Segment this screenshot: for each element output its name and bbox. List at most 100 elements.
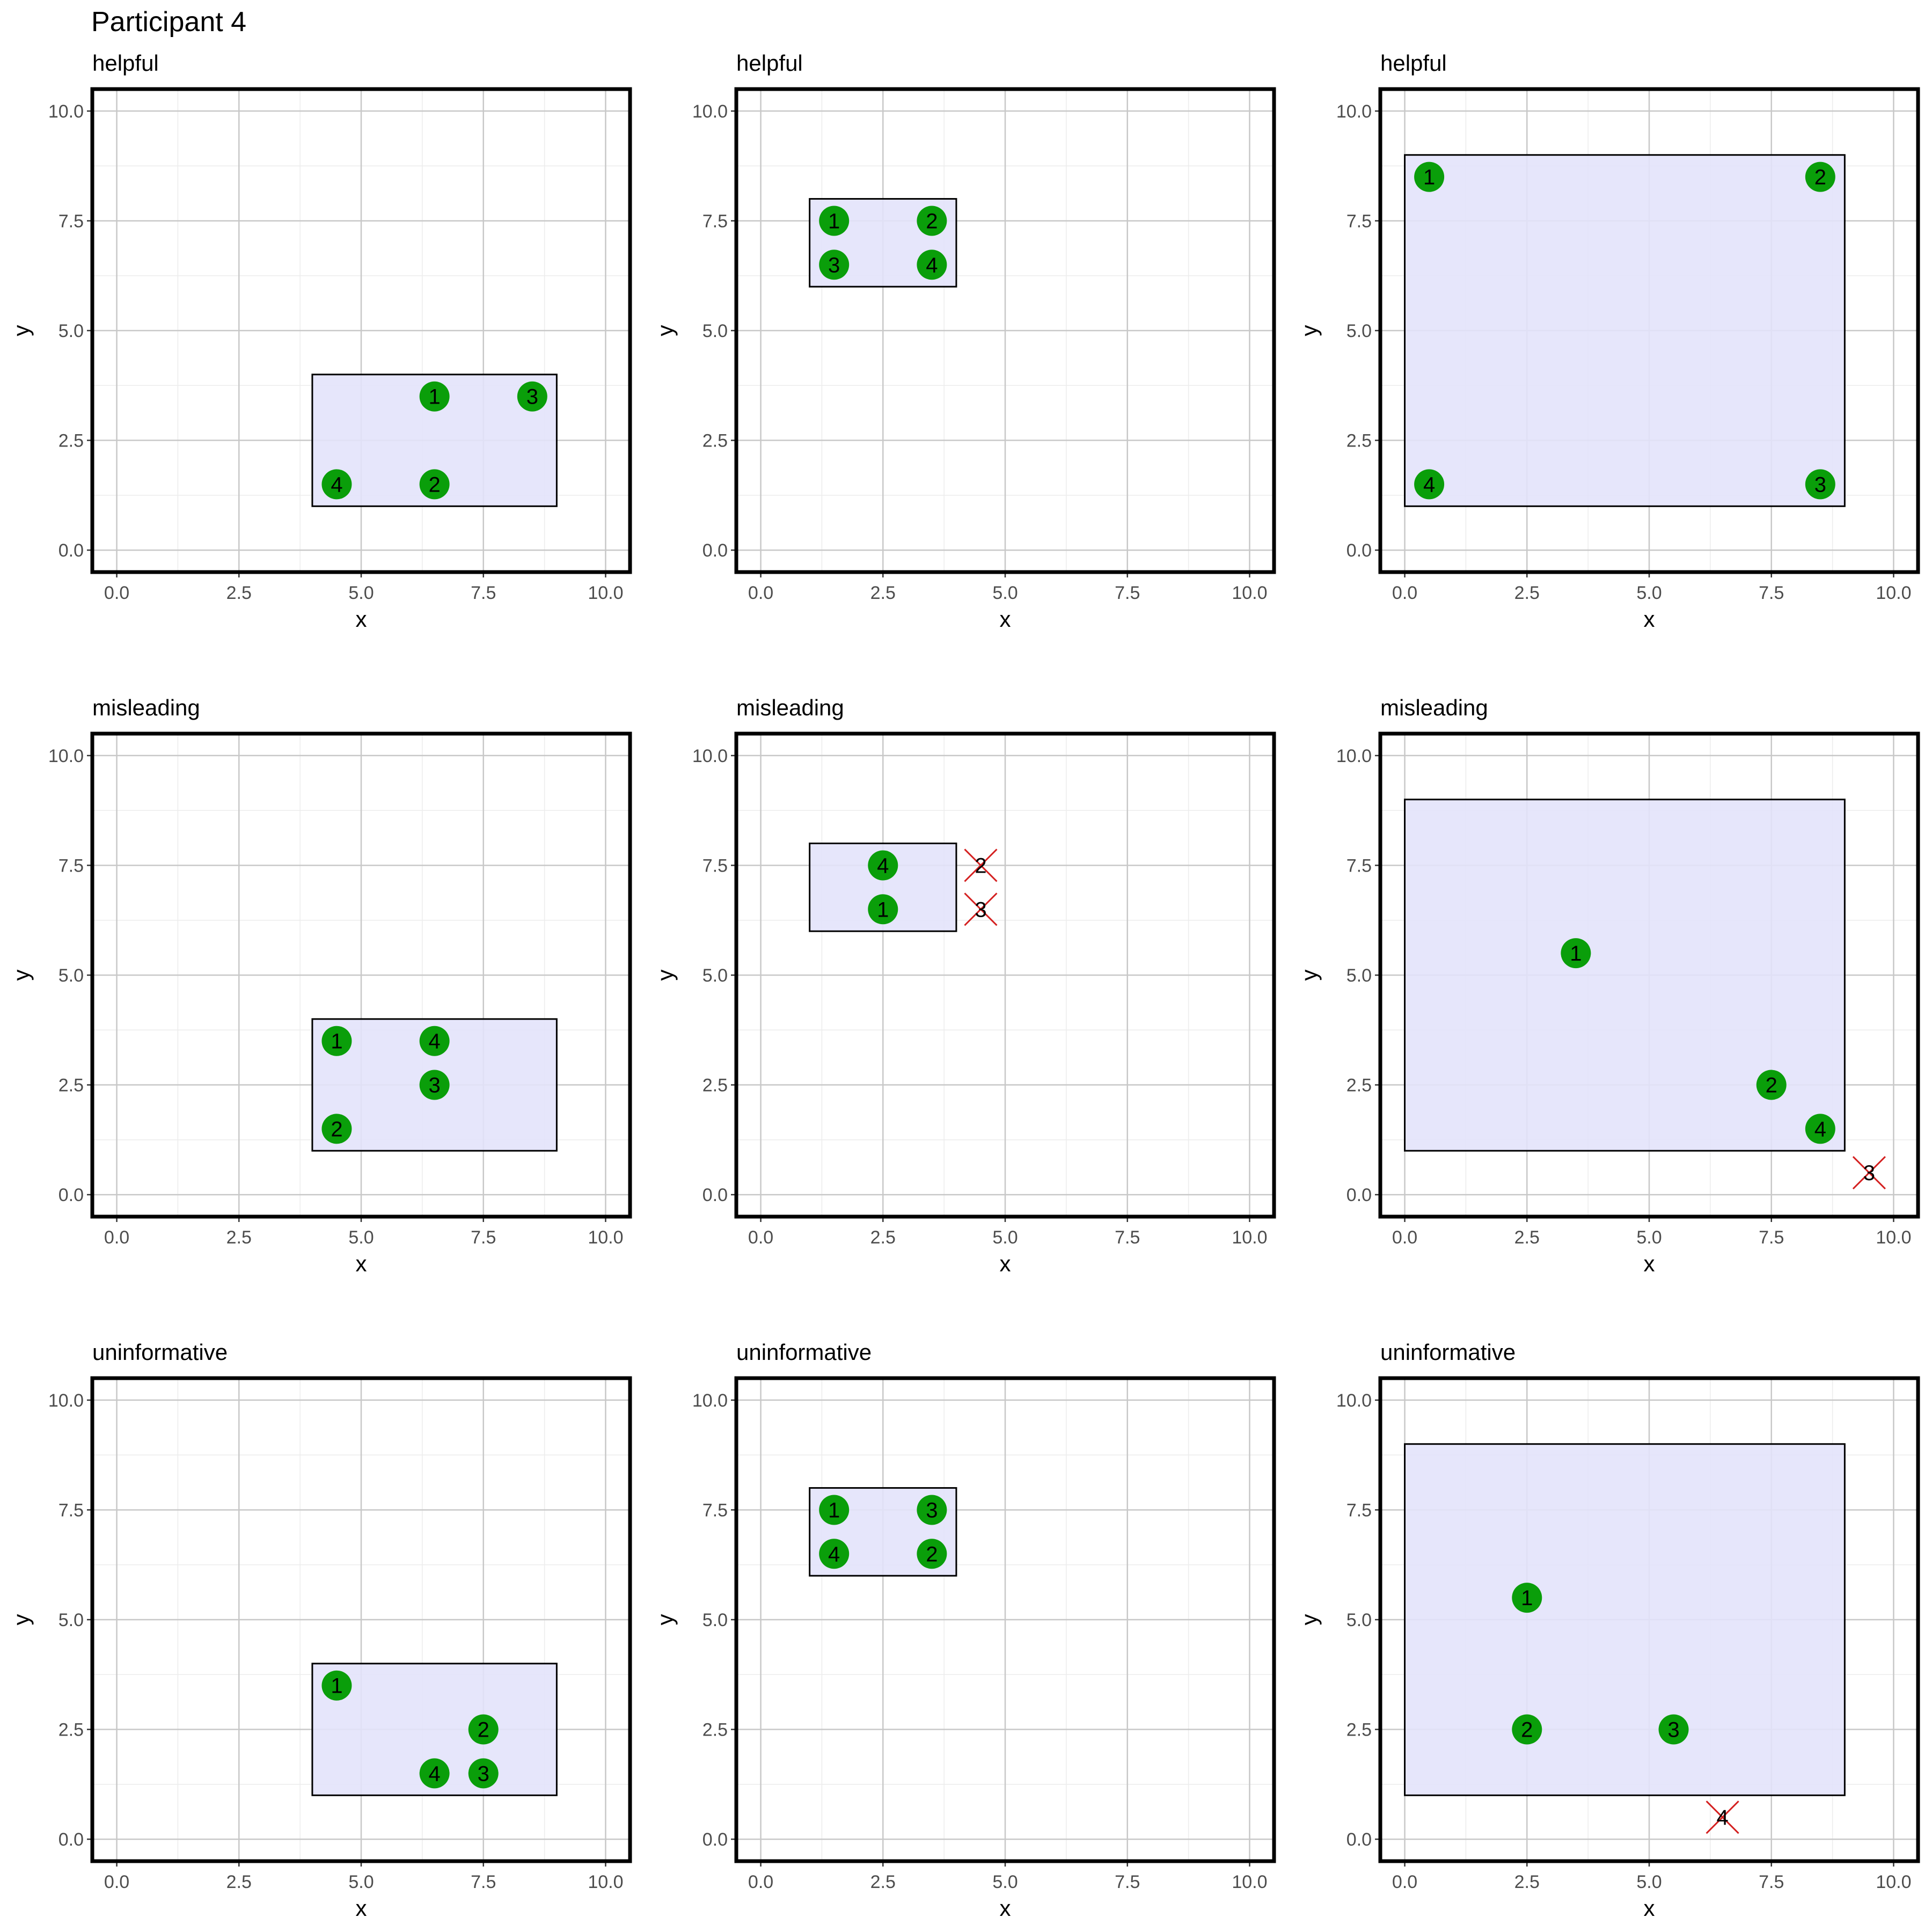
y-tick-label: 7.5 [58,211,84,231]
y-axis-label: y [1297,970,1322,981]
y-axis-label: y [9,1614,34,1626]
x-tick-label: 10.0 [1232,1872,1267,1892]
point-2: 2 [1805,162,1835,192]
point-cross-mark [1852,1156,1886,1190]
x-tick-label: 2.5 [226,1872,252,1892]
y-tick-label: 5.0 [702,1610,728,1630]
x-axis-label: x [1644,1896,1655,1921]
point-marker [419,469,450,500]
y-tick-label: 10.0 [1336,746,1372,766]
point-marker [517,381,547,412]
point-marker [1805,1114,1835,1144]
point-3: 3 [964,892,998,926]
x-tick-label: 2.5 [870,1872,896,1892]
x-tick-label: 7.5 [1115,1872,1140,1892]
point-2: 2 [419,469,450,500]
y-tick-label: 7.5 [58,855,84,876]
point-marker [819,250,850,280]
y-tick-label: 10.0 [1336,101,1372,122]
y-tick-label: 10.0 [692,101,728,122]
y-tick-label: 10.0 [692,746,728,766]
point-marker [917,250,947,280]
y-tick-label: 2.5 [702,431,728,451]
point-label: 3 [926,1498,938,1522]
point-1: 1 [419,381,450,412]
point-label: 1 [1423,166,1435,189]
y-tick-label: 0.0 [702,540,728,561]
y-tick-label: 7.5 [1346,211,1372,231]
y-axis-label: y [9,970,34,981]
point-2: 2 [1756,1070,1787,1100]
point-1: 1 [819,1495,850,1525]
point-marker [321,1114,352,1144]
x-tick-label: 10.0 [1232,1227,1267,1248]
y-tick-label: 5.0 [702,321,728,341]
point-marker [321,469,352,500]
point-marker [917,206,947,236]
panel-frame [734,731,1276,1219]
x-tick-label: 5.0 [1636,1227,1662,1248]
point-marker [419,1758,450,1789]
point-label: 2 [331,1117,342,1141]
point-4: 4 [321,469,352,500]
panel-5: 0.0 2.5 5.0 7.5 10.0 0.0 2.5 5.0 7.5 10.0 1 2 3 4 misl… [653,695,1276,1276]
y-tick-label: 7.5 [702,855,728,876]
y-axis-label: y [1297,325,1322,336]
y-tick-label: 5.0 [1346,965,1372,986]
x-tick-label: 5.0 [1636,583,1662,603]
point-1: 1 [1512,1583,1542,1613]
point-label: 2 [478,1718,489,1742]
x-tick-label: 7.5 [471,1872,496,1892]
point-label: 2 [1521,1718,1533,1742]
point-marker [819,1539,850,1569]
panel-grid: 0.0 2.5 5.0 7.5 10.00.02.55.07.510.01234help… [9,50,1920,1921]
x-tick-label: 0.0 [1392,583,1417,603]
point-marker [1414,162,1445,192]
y-tick-label: 2.5 [58,1720,84,1740]
x-tick-label: 7.5 [1759,583,1784,603]
x-tick-label: 10.0 [1876,1227,1911,1248]
point-4: 4 [1805,1114,1835,1144]
x-tick-label: 2.5 [1514,1872,1540,1892]
y-tick-label: 0.0 [1346,1185,1372,1205]
y-tick-label: 5.0 [58,321,84,341]
x-tick-label: 5.0 [348,1872,374,1892]
point-marker [819,1495,850,1525]
point-label: 4 [1717,1806,1729,1829]
y-tick-label: 0.0 [1346,540,1372,561]
y-tick-label: 2.5 [58,1075,84,1096]
x-axis-label: x [1000,606,1011,632]
point-3: 3 [1805,469,1835,500]
point-marker [1512,1714,1542,1745]
point-4: 4 [419,1758,450,1789]
point-1: 1 [1561,938,1591,969]
point-label: 3 [429,1074,441,1097]
panel-title: helpful [1380,50,1447,76]
point-2: 2 [321,1114,352,1144]
point-marker [321,1026,352,1056]
point-1: 1 [819,206,850,236]
point-label: 2 [429,473,441,496]
y-tick-label: 2.5 [58,431,84,451]
point-4: 4 [868,850,898,881]
point-label: 4 [1814,1117,1826,1141]
point-marker [1561,938,1591,969]
y-tick-label: 5.0 [702,965,728,986]
point-label: 4 [429,1762,441,1785]
point-label: 4 [926,253,938,277]
point-label: 1 [331,1674,342,1698]
x-axis-label: x [1644,606,1655,632]
x-tick-label: 10.0 [588,1872,623,1892]
panel-title: helpful [92,50,159,76]
y-tick-label: 5.0 [1346,321,1372,341]
panel-title: uninformative [92,1340,228,1365]
y-tick-label: 0.0 [58,1829,84,1850]
point-2: 2 [1512,1714,1542,1745]
point-marker [868,850,898,881]
panel-frame [90,87,632,574]
panel-9: 0.0 2.5 5.0 7.5 10.0 0.0 2.5 5.0 7.5 10.0 1 2 3 4 unin… [1297,1340,1920,1921]
point-label: 1 [1570,942,1582,965]
panel-frame [1378,87,1920,574]
y-tick-label: 7.5 [1346,855,1372,876]
